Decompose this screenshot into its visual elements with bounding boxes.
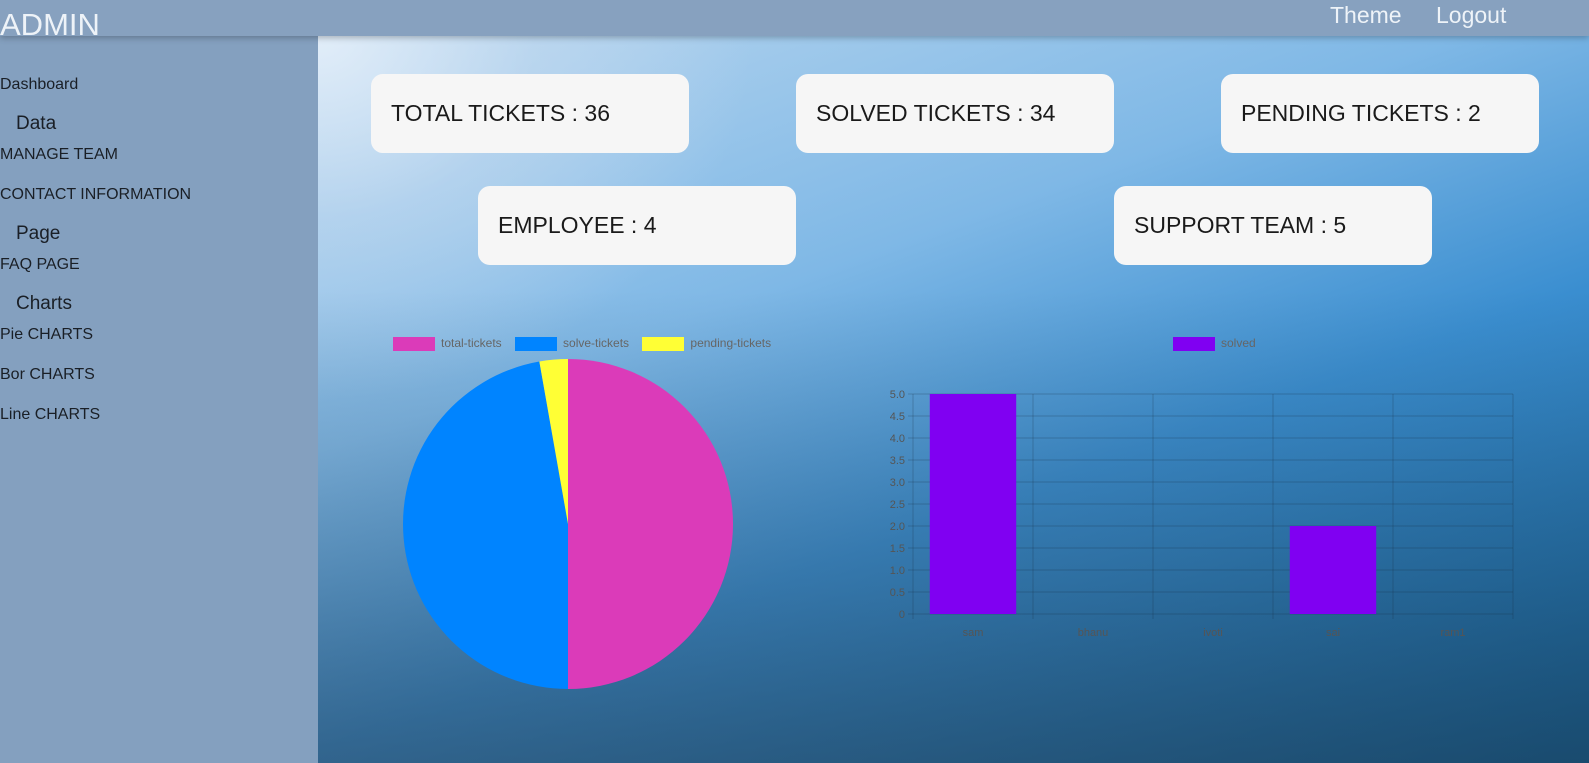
bar-legend-label-solved: solved xyxy=(1221,336,1256,350)
support-team-card: SUPPORT TEAM : 5 xyxy=(1114,186,1432,265)
pie-slice-solve-tickets[interactable] xyxy=(403,361,568,689)
bar-y-tick-label: 5.0 xyxy=(890,389,905,401)
pie-legend-label-total: total-tickets xyxy=(441,336,502,350)
top-bar: ADMIN Theme Logout xyxy=(0,0,1589,42)
pie-slice-total-tickets[interactable] xyxy=(568,359,733,689)
bar-y-tick-label: 0.5 xyxy=(890,587,905,599)
sidebar-item-manage-team[interactable]: MANAGE TEAM xyxy=(0,146,118,163)
pie-chart xyxy=(403,359,733,689)
sidebar-item-contact-information[interactable]: CONTACT INFORMATION xyxy=(0,186,192,203)
bar-y-tick-label: 1.0 xyxy=(890,565,905,577)
solved-tickets-card: SOLVED TICKETS : 34 xyxy=(796,74,1114,153)
logout-link[interactable]: Logout xyxy=(1436,2,1507,28)
total-tickets-card: TOTAL TICKETS : 36 xyxy=(371,74,689,153)
pie-legend-item-total[interactable]: total-tickets xyxy=(393,336,505,351)
bar-x-tick-label: sai xyxy=(1326,627,1340,636)
bar-x-tick-label: sam xyxy=(963,627,984,636)
pie-legend-label-pending: pending-tickets xyxy=(690,336,772,350)
sidebar: Dashboard Data MANAGE TEAM CONTACT INFOR… xyxy=(0,36,318,763)
sidebar-item-faq-page[interactable]: FAQ PAGE xyxy=(0,256,80,273)
bar-chart: 0 0.5 1.0 1.5 2.0 2.5 3.0 3.5 4.0 4.5 5.0 sam bhanu j… xyxy=(890,389,1514,636)
bar-y-tick-label: 0 xyxy=(899,609,905,621)
pie-legend: total-tickets solve-tickets pending-tick… xyxy=(393,336,771,351)
bar-legend-swatch-solved xyxy=(1173,336,1215,351)
bar-y-tick-label: 1.5 xyxy=(890,543,905,555)
theme-link[interactable]: Theme xyxy=(1330,2,1402,28)
bar-sam[interactable] xyxy=(929,394,1017,614)
bar-x-tick-label: jyoti xyxy=(1202,627,1223,636)
sidebar-heading-page: Page xyxy=(16,223,61,244)
bar-y-tick-label: 4.5 xyxy=(890,411,905,423)
bar-legend-item-solved[interactable]: solved xyxy=(1173,336,1256,351)
sidebar-item-dashboard[interactable]: Dashboard xyxy=(0,76,79,93)
sidebar-heading-charts: Charts xyxy=(16,293,72,314)
pie-legend-swatch-pending xyxy=(642,336,685,351)
bar-y-tick-label: 4.0 xyxy=(890,433,905,445)
pie-slice-pending-tickets[interactable] xyxy=(539,359,568,524)
app-title: ADMIN xyxy=(0,7,100,42)
pie-legend-item-pending[interactable]: pending-tickets xyxy=(642,336,772,351)
bar-y-tick-label: 2.5 xyxy=(890,499,905,511)
pie-legend-item-solved[interactable]: solve-tickets xyxy=(515,336,632,351)
sidebar-item-line-charts[interactable]: Line CHARTS xyxy=(0,406,101,423)
employee-card: EMPLOYEE : 4 xyxy=(478,186,796,265)
sidebar-item-pie-charts[interactable]: Pie CHARTS xyxy=(0,326,94,343)
sidebar-item-bar-charts[interactable]: Bor CHARTS xyxy=(0,366,95,383)
pie-legend-label-solved: solve-tickets xyxy=(563,336,630,350)
bar-legend: solved xyxy=(1173,336,1256,351)
pending-tickets-card: PENDING TICKETS : 2 xyxy=(1221,74,1539,153)
bar-y-tick-label: 3.5 xyxy=(890,455,905,467)
sidebar-heading-data: Data xyxy=(16,113,57,134)
bar-y-tick-label: 2.0 xyxy=(890,521,905,533)
bar-x-tick-label: ram1 xyxy=(1440,627,1465,636)
bar-y-tick-label: 3.0 xyxy=(890,477,905,489)
main-content: TOTAL TICKETS : 36 SOLVED TICKETS : 34 P… xyxy=(318,36,1589,763)
pie-legend-swatch-solved xyxy=(515,336,558,351)
pie-legend-swatch-total xyxy=(393,336,435,351)
bar-x-tick-label: bhanu xyxy=(1078,627,1109,636)
bar-sai[interactable] xyxy=(1289,526,1377,614)
